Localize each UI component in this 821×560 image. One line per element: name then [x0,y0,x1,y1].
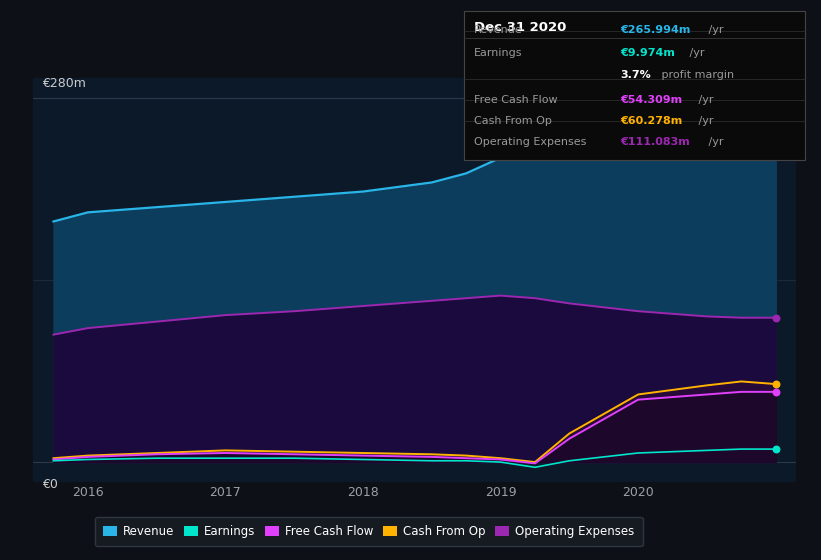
Point [769,388,782,396]
Text: Free Cash Flow: Free Cash Flow [474,95,557,105]
Text: €0: €0 [42,478,57,491]
Text: /yr: /yr [695,116,714,126]
Text: Earnings: Earnings [474,48,522,58]
Point [769,313,782,322]
Text: Revenue: Revenue [474,26,522,35]
Text: Operating Expenses: Operating Expenses [474,137,586,147]
Text: profit margin: profit margin [658,70,734,80]
Text: Dec 31 2020: Dec 31 2020 [474,21,566,34]
Text: €265.994m: €265.994m [620,26,690,35]
Legend: Revenue, Earnings, Free Cash Flow, Cash From Op, Operating Expenses: Revenue, Earnings, Free Cash Flow, Cash … [95,517,643,546]
Text: 3.7%: 3.7% [620,70,650,80]
Text: /yr: /yr [686,48,704,58]
Point [769,445,782,454]
Text: /yr: /yr [695,95,714,105]
Text: €9.974m: €9.974m [620,48,675,58]
Text: €280m: €280m [42,77,86,90]
Point [769,380,782,389]
Text: €60.278m: €60.278m [620,116,682,126]
Text: /yr: /yr [704,26,723,35]
Point [769,111,782,120]
Text: €54.309m: €54.309m [620,95,682,105]
Text: /yr: /yr [704,137,723,147]
Text: Cash From Op: Cash From Op [474,116,552,126]
Text: €111.083m: €111.083m [620,137,690,147]
